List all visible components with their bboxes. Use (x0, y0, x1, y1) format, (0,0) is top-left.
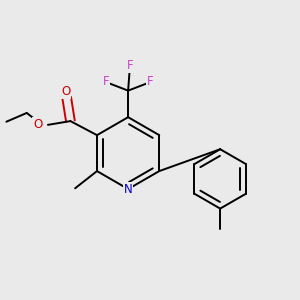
Text: F: F (126, 59, 133, 72)
Text: N: N (124, 183, 133, 196)
Text: O: O (33, 118, 42, 131)
Text: F: F (103, 75, 110, 88)
Text: F: F (147, 75, 153, 88)
Text: O: O (61, 85, 71, 98)
